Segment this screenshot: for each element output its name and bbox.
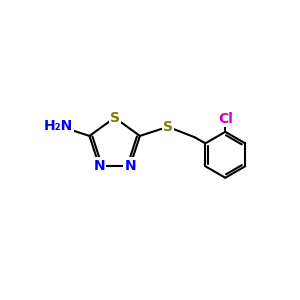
Text: S: S (163, 120, 173, 134)
Text: N: N (124, 159, 136, 172)
Text: N: N (93, 159, 105, 172)
Text: H₂N: H₂N (44, 119, 73, 133)
Text: S: S (110, 111, 120, 124)
Text: Cl: Cl (218, 112, 233, 126)
